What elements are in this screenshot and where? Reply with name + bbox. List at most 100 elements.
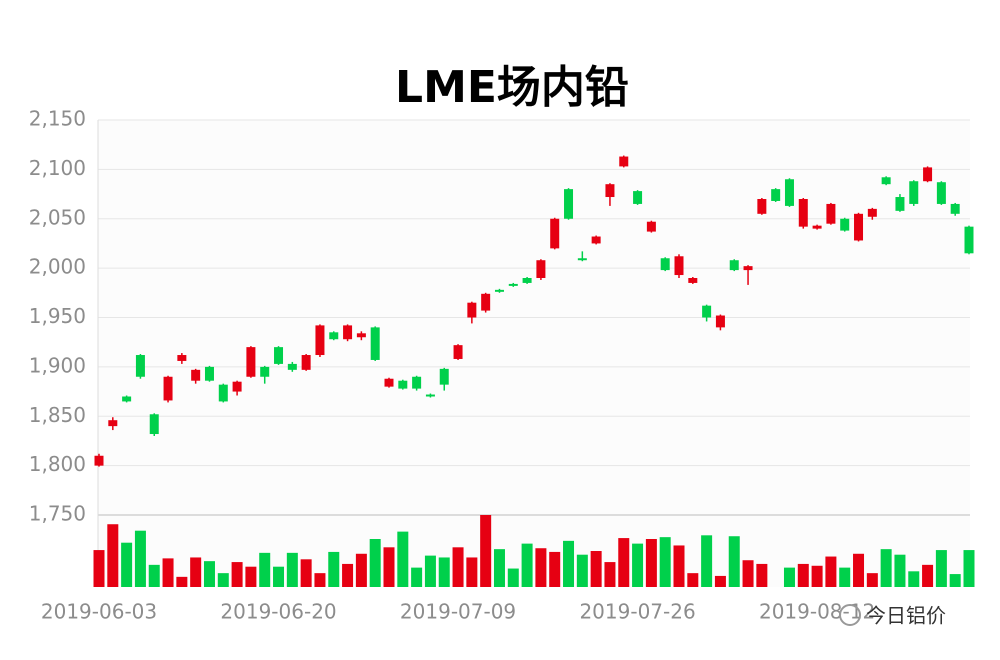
volume-bar <box>535 548 547 587</box>
candle-body <box>122 396 132 402</box>
y-tick-label: 2,100 <box>29 156 86 180</box>
y-tick-label: 1,850 <box>29 403 86 427</box>
candle-body <box>964 226 974 254</box>
volume-bar <box>424 555 436 587</box>
watermark: 今日铝价 <box>866 604 946 628</box>
candle-body <box>329 332 339 340</box>
volume-bar <box>148 564 160 587</box>
volume-bar <box>466 557 478 587</box>
y-tick-label: 1,900 <box>29 353 86 377</box>
candle-body <box>867 208 877 217</box>
candle-body <box>688 278 698 283</box>
volume-bar <box>507 568 519 587</box>
volume-bar <box>93 550 105 587</box>
volume-bar <box>853 553 865 587</box>
y-tick-label: 2,000 <box>29 255 86 279</box>
y-tick-label: 2,050 <box>29 205 86 229</box>
candle-body <box>94 455 104 466</box>
volume-bar <box>563 540 575 587</box>
candle-body <box>729 260 739 271</box>
volume-bar <box>742 560 754 587</box>
candle-body <box>287 363 297 370</box>
volume-bar <box>493 549 505 587</box>
candle-body <box>550 218 560 249</box>
volume-bar <box>314 573 326 587</box>
candle-body <box>232 381 242 392</box>
candle-body <box>149 414 159 435</box>
volume-bar <box>576 554 588 587</box>
volume-bar <box>176 576 188 587</box>
candle-body <box>425 394 435 397</box>
volume-bar <box>190 557 202 587</box>
x-tick-label: 2019-07-26 <box>579 600 695 624</box>
candle-body <box>494 289 504 292</box>
candle-body <box>398 380 408 389</box>
volume-bar <box>107 524 119 587</box>
volume-bar <box>397 531 409 587</box>
volume-bar <box>659 537 671 587</box>
candle-body <box>218 384 228 402</box>
volume-bar <box>231 562 243 587</box>
candle-body <box>467 302 477 318</box>
x-tick-label: 2019-06-03 <box>41 600 157 624</box>
candle-body <box>508 283 518 286</box>
volume-bar <box>217 573 229 587</box>
candle-body <box>522 278 532 283</box>
candle-body <box>204 366 214 381</box>
candle-body <box>453 345 463 359</box>
chart-title: LME场内铅 <box>395 62 629 113</box>
volume-bar <box>714 575 726 587</box>
volume-bar <box>908 571 920 587</box>
volume-bar <box>383 547 395 587</box>
volume-bar <box>645 539 657 587</box>
volume-bar <box>452 547 464 587</box>
volume-bar <box>756 563 768 587</box>
volume-bar <box>549 551 561 587</box>
volume-bar <box>728 536 740 587</box>
candle-body <box>784 179 794 206</box>
candle-body <box>315 325 325 356</box>
volume-bar <box>300 559 312 587</box>
volume-bar <box>411 567 423 587</box>
candle-body <box>577 258 587 261</box>
candle-body <box>177 355 187 361</box>
candle-body <box>757 199 767 214</box>
candle-body <box>840 218 850 231</box>
volume-bar <box>604 562 616 587</box>
candle-body <box>564 189 574 219</box>
candle-body <box>854 213 864 241</box>
volume-bar <box>687 573 699 587</box>
candle-body <box>439 368 449 385</box>
volume-bar <box>480 515 492 587</box>
volume-bar <box>880 549 892 587</box>
candle-body <box>674 256 684 276</box>
x-tick-label: 2019-08-12 <box>759 600 875 624</box>
candle-body <box>591 236 601 244</box>
volume-bar <box>286 552 298 587</box>
volume-bar <box>328 551 340 587</box>
volume-bar <box>825 556 837 587</box>
candle-body <box>936 182 946 204</box>
y-tick-label: 1,750 <box>29 502 86 526</box>
candle-body <box>536 260 546 278</box>
y-tick-label: 1,800 <box>29 452 86 476</box>
volume-bar <box>963 550 975 587</box>
candle-body <box>798 199 808 227</box>
candle-body <box>384 378 394 387</box>
volume-bar <box>259 552 271 587</box>
candle-body <box>370 327 380 360</box>
candle-body <box>812 225 822 229</box>
x-tick-label: 2019-07-09 <box>400 600 516 624</box>
candle-body <box>343 325 353 340</box>
candle-body <box>356 333 366 338</box>
candle-body <box>135 355 145 377</box>
candle-body <box>163 376 173 401</box>
volume-bar <box>866 573 878 587</box>
candle-body <box>702 305 712 318</box>
volume-bar <box>273 566 285 587</box>
volume-bar <box>894 554 906 587</box>
candle-body <box>260 366 270 377</box>
candle-body <box>923 167 933 182</box>
candle-body <box>771 189 781 201</box>
